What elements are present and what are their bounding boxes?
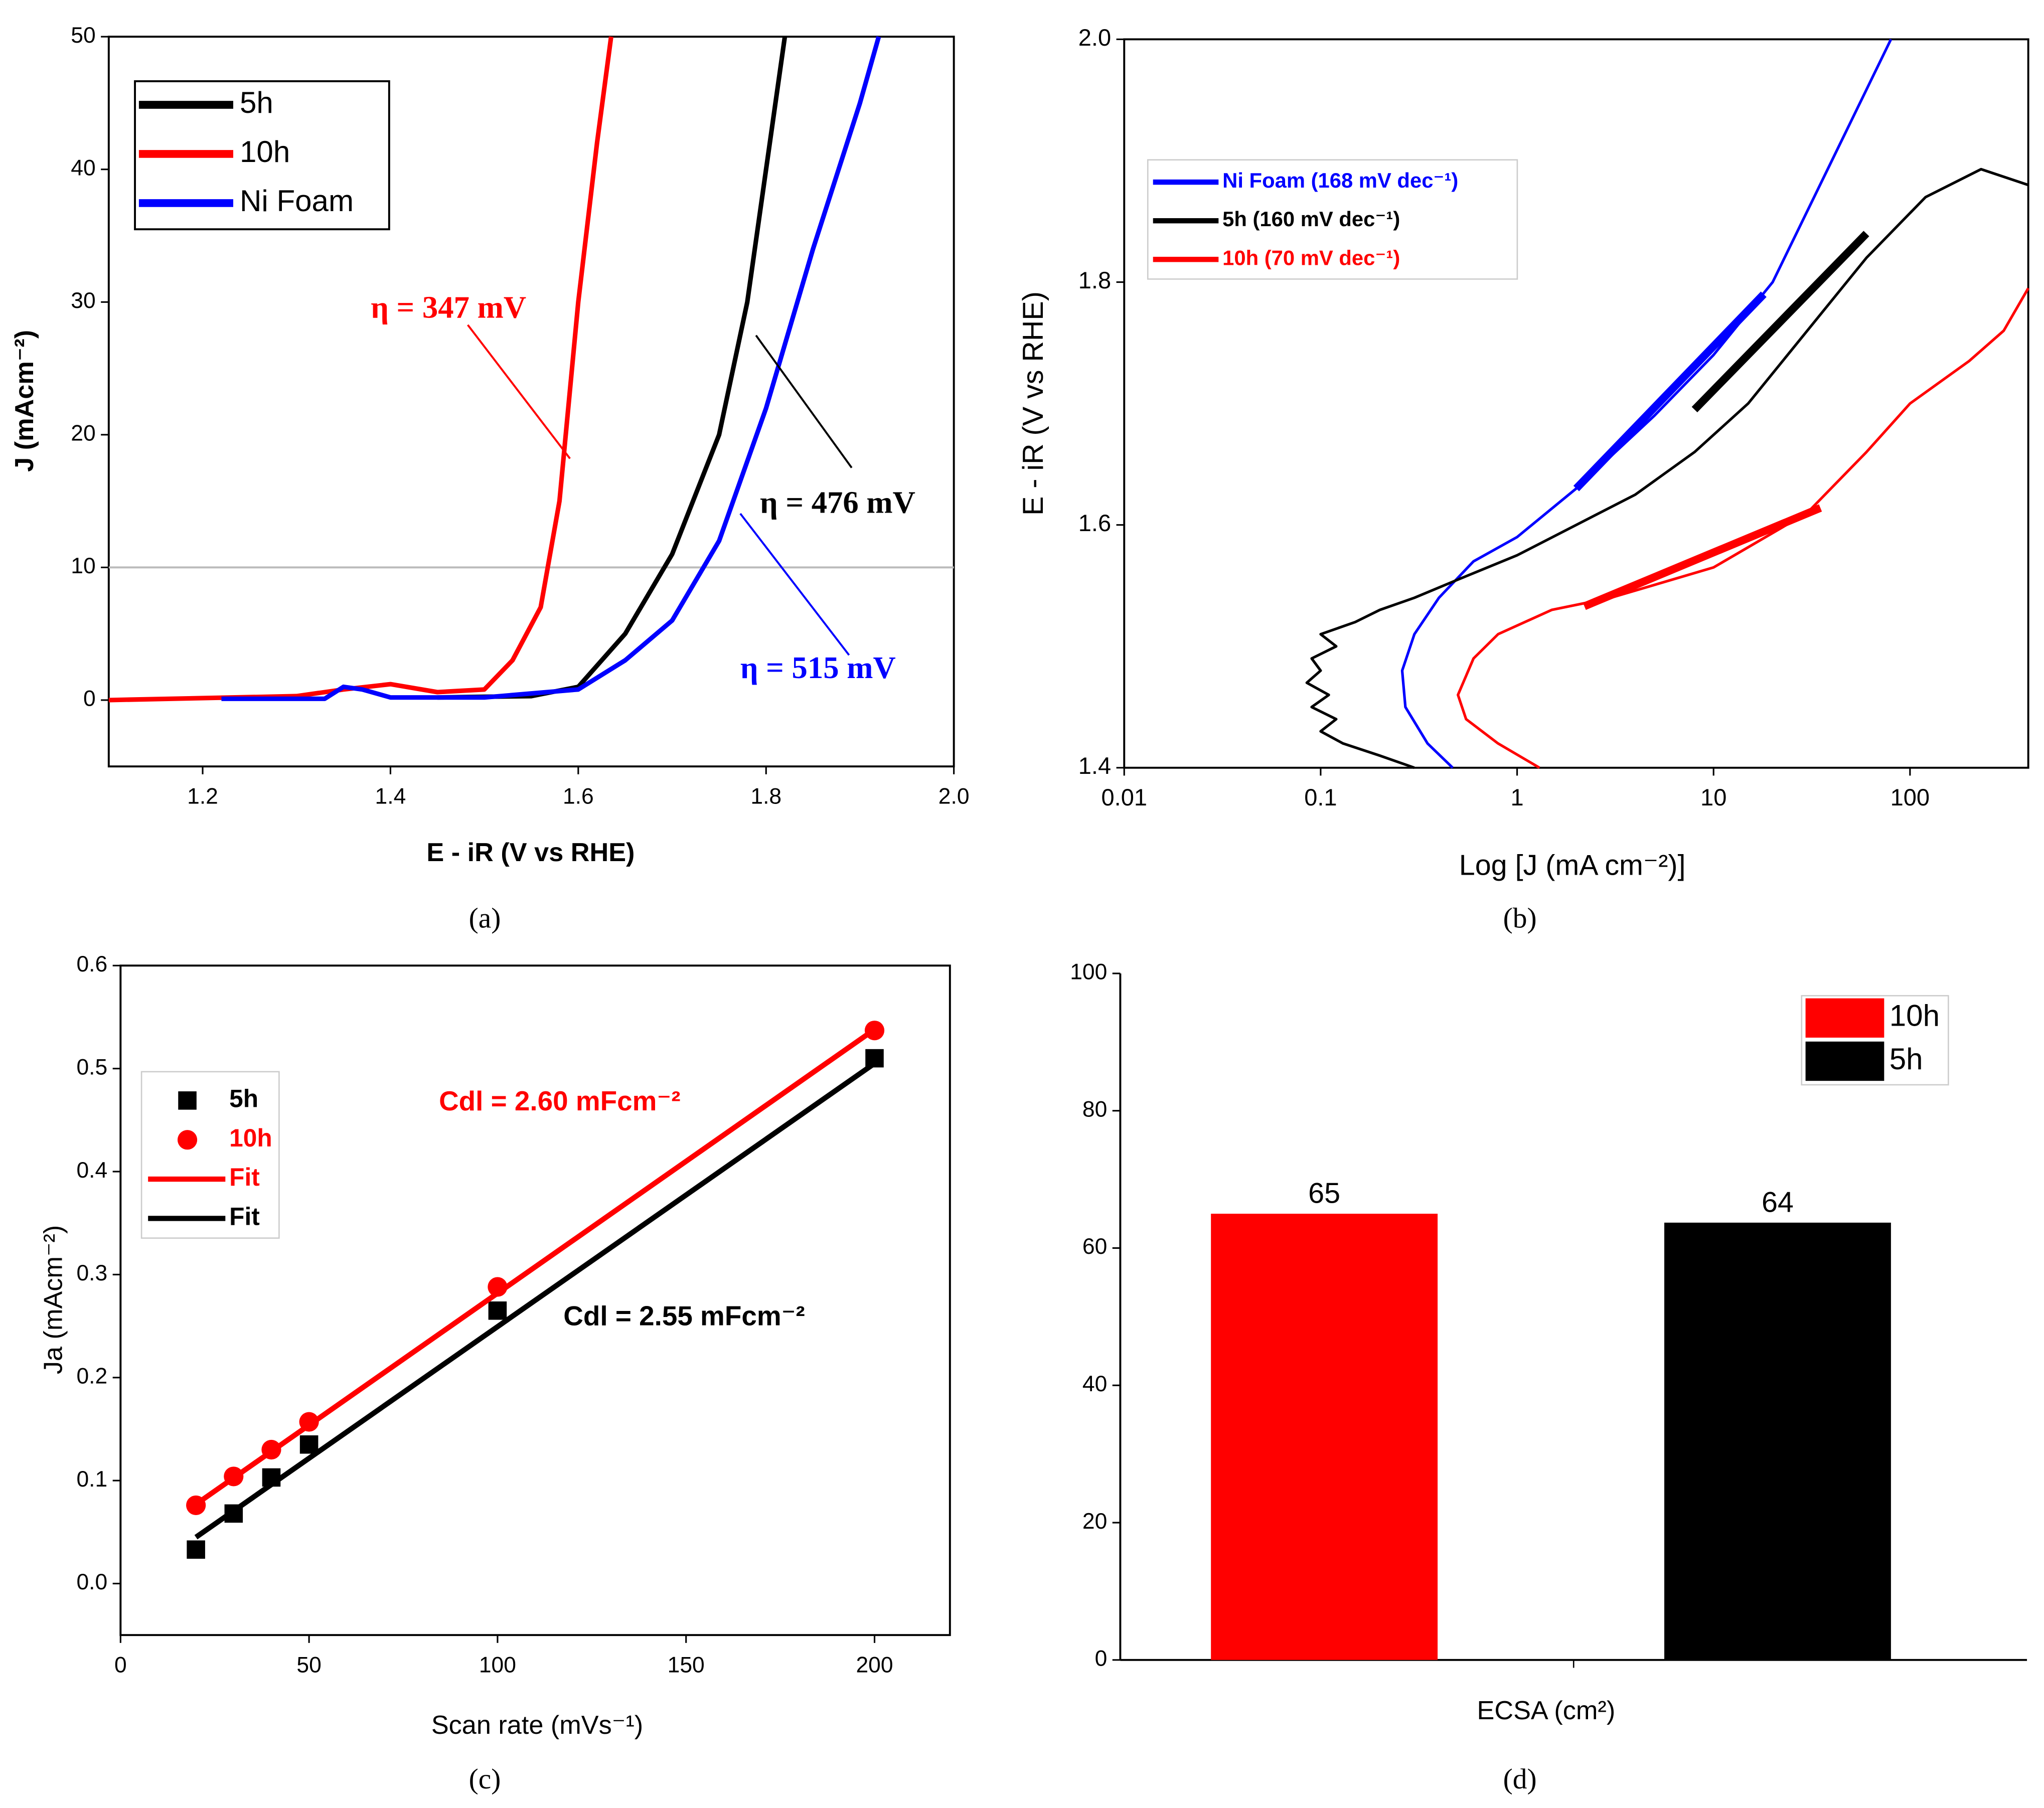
line-series — [1400, 39, 1893, 769]
panel-label: (c) — [469, 1763, 501, 1795]
data-label: 65 — [1308, 1178, 1340, 1210]
y-tick-label: 2.0 — [1078, 24, 1111, 51]
x-tick-label: 1 — [1510, 784, 1523, 810]
y-tick-label: 1.6 — [1078, 510, 1111, 536]
legend-label: 5h — [1890, 1042, 1923, 1076]
plot-frame — [1123, 38, 2029, 769]
line-series — [1305, 168, 2029, 769]
y-tick-label: 0 — [1095, 1647, 1108, 1671]
legend-label: 5h — [240, 86, 273, 119]
x-tick-label: 1.8 — [750, 784, 781, 809]
y-tick-label: 100 — [1070, 960, 1107, 984]
y-tick-label: 60 — [1082, 1234, 1107, 1259]
fit-line — [194, 1061, 876, 1540]
legend-swatch — [1805, 998, 1884, 1038]
annotation-pointer — [755, 335, 853, 468]
y-tick-label: 0.4 — [76, 1158, 107, 1183]
fit-line — [194, 1027, 876, 1507]
y-axis-label: Ja (mAcm⁻²) — [39, 1225, 68, 1374]
x-axis-label: Scan rate (mVs⁻¹) — [431, 1711, 643, 1740]
y-tick-label: 50 — [71, 23, 95, 48]
bar — [1211, 1214, 1438, 1660]
y-tick-label: 40 — [71, 155, 95, 180]
annotation: η = 476 mV — [760, 485, 915, 520]
annotation-pointer — [739, 513, 850, 656]
plot-frame — [107, 36, 955, 768]
legend-label: 5h (160 mV dec⁻¹) — [1222, 207, 1400, 231]
y-tick-label: 30 — [71, 288, 95, 313]
x-tick-label: 100 — [479, 1653, 516, 1678]
panel-label: (b) — [1503, 903, 1537, 934]
legend-label: Fit — [229, 1203, 260, 1231]
y-tick-label: 1.8 — [1078, 267, 1111, 293]
legend-swatch — [178, 1091, 197, 1110]
y-tick-label: 0.3 — [76, 1261, 107, 1285]
y-tick-label: 1.4 — [1078, 752, 1111, 779]
y-tick-label: 20 — [1082, 1509, 1107, 1534]
panel-label: (a) — [469, 903, 501, 934]
y-tick-label: 10 — [71, 554, 95, 578]
annotation-pointer — [466, 324, 571, 459]
x-tick-label: 10 — [1700, 784, 1726, 810]
y-tick-label: 0.5 — [76, 1055, 107, 1079]
x-tick-label: 2.0 — [938, 784, 970, 809]
point — [488, 1301, 507, 1320]
x-axis-label: Log [J (mA cm⁻²)] — [1459, 850, 1686, 882]
legend-label: 10h — [240, 135, 290, 169]
x-tick-label: 1.2 — [187, 784, 218, 809]
x-tick-label: 100 — [1891, 784, 1930, 810]
y-axis-label: J (mAcm⁻²) — [10, 330, 39, 472]
y-tick-label: 0.1 — [76, 1467, 107, 1492]
legend-label: 10h — [1890, 999, 1940, 1033]
plot-frame — [119, 964, 951, 1636]
legend-label: Ni Foam (168 mV dec⁻¹) — [1222, 169, 1458, 192]
y-tick-label: 80 — [1082, 1097, 1107, 1121]
x-axis-label: ECSA (cm²) — [1477, 1696, 1616, 1725]
legend-swatch — [177, 1130, 198, 1150]
x-tick-label: 200 — [856, 1653, 893, 1678]
legend-label: 5h — [229, 1084, 258, 1112]
legend-label: 10h — [229, 1124, 272, 1152]
y-tick-label: 0 — [83, 687, 96, 711]
annotation: η = 515 mV — [740, 650, 896, 685]
x-tick-label: 0.1 — [1304, 784, 1337, 810]
fit-line — [1583, 504, 1822, 610]
panel-label: (d) — [1503, 1763, 1537, 1795]
y-tick-label: 0.6 — [76, 952, 107, 976]
x-tick-label: 50 — [296, 1653, 321, 1678]
data-label: 64 — [1762, 1186, 1794, 1218]
y-axis-label: E - iR (V vs RHE) — [1017, 291, 1049, 516]
annotation: η = 347 mV — [371, 290, 526, 325]
y-tick-label: 0.2 — [76, 1364, 107, 1388]
line-series — [437, 36, 788, 700]
legend-swatch — [1805, 1041, 1884, 1081]
x-tick-label: 0 — [114, 1653, 127, 1678]
legend-label: Ni Foam — [240, 184, 354, 218]
legend-label: Fit — [229, 1163, 260, 1191]
point — [299, 1435, 319, 1454]
fit-line — [1573, 291, 1767, 491]
y-tick-label: 20 — [71, 421, 95, 446]
point — [187, 1540, 205, 1559]
y-tick-label: 0.0 — [76, 1570, 107, 1594]
x-tick-label: 1.4 — [375, 784, 406, 809]
line-series — [221, 36, 881, 701]
x-axis-label: E - iR (V vs RHE) — [426, 838, 635, 867]
annotation: Cdl = 2.60 mFcm⁻² — [439, 1085, 681, 1116]
legend-box — [140, 1071, 280, 1239]
bar — [1664, 1222, 1891, 1660]
x-tick-label: 150 — [668, 1653, 705, 1678]
x-tick-label: 0.01 — [1101, 784, 1147, 810]
x-tick-label: 1.6 — [563, 784, 594, 809]
fit-line — [1691, 231, 1869, 413]
y-tick-label: 40 — [1082, 1372, 1107, 1396]
legend-label: 10h (70 mV dec⁻¹) — [1222, 246, 1400, 269]
annotation: Cdl = 2.55 mFcm⁻² — [563, 1300, 805, 1331]
